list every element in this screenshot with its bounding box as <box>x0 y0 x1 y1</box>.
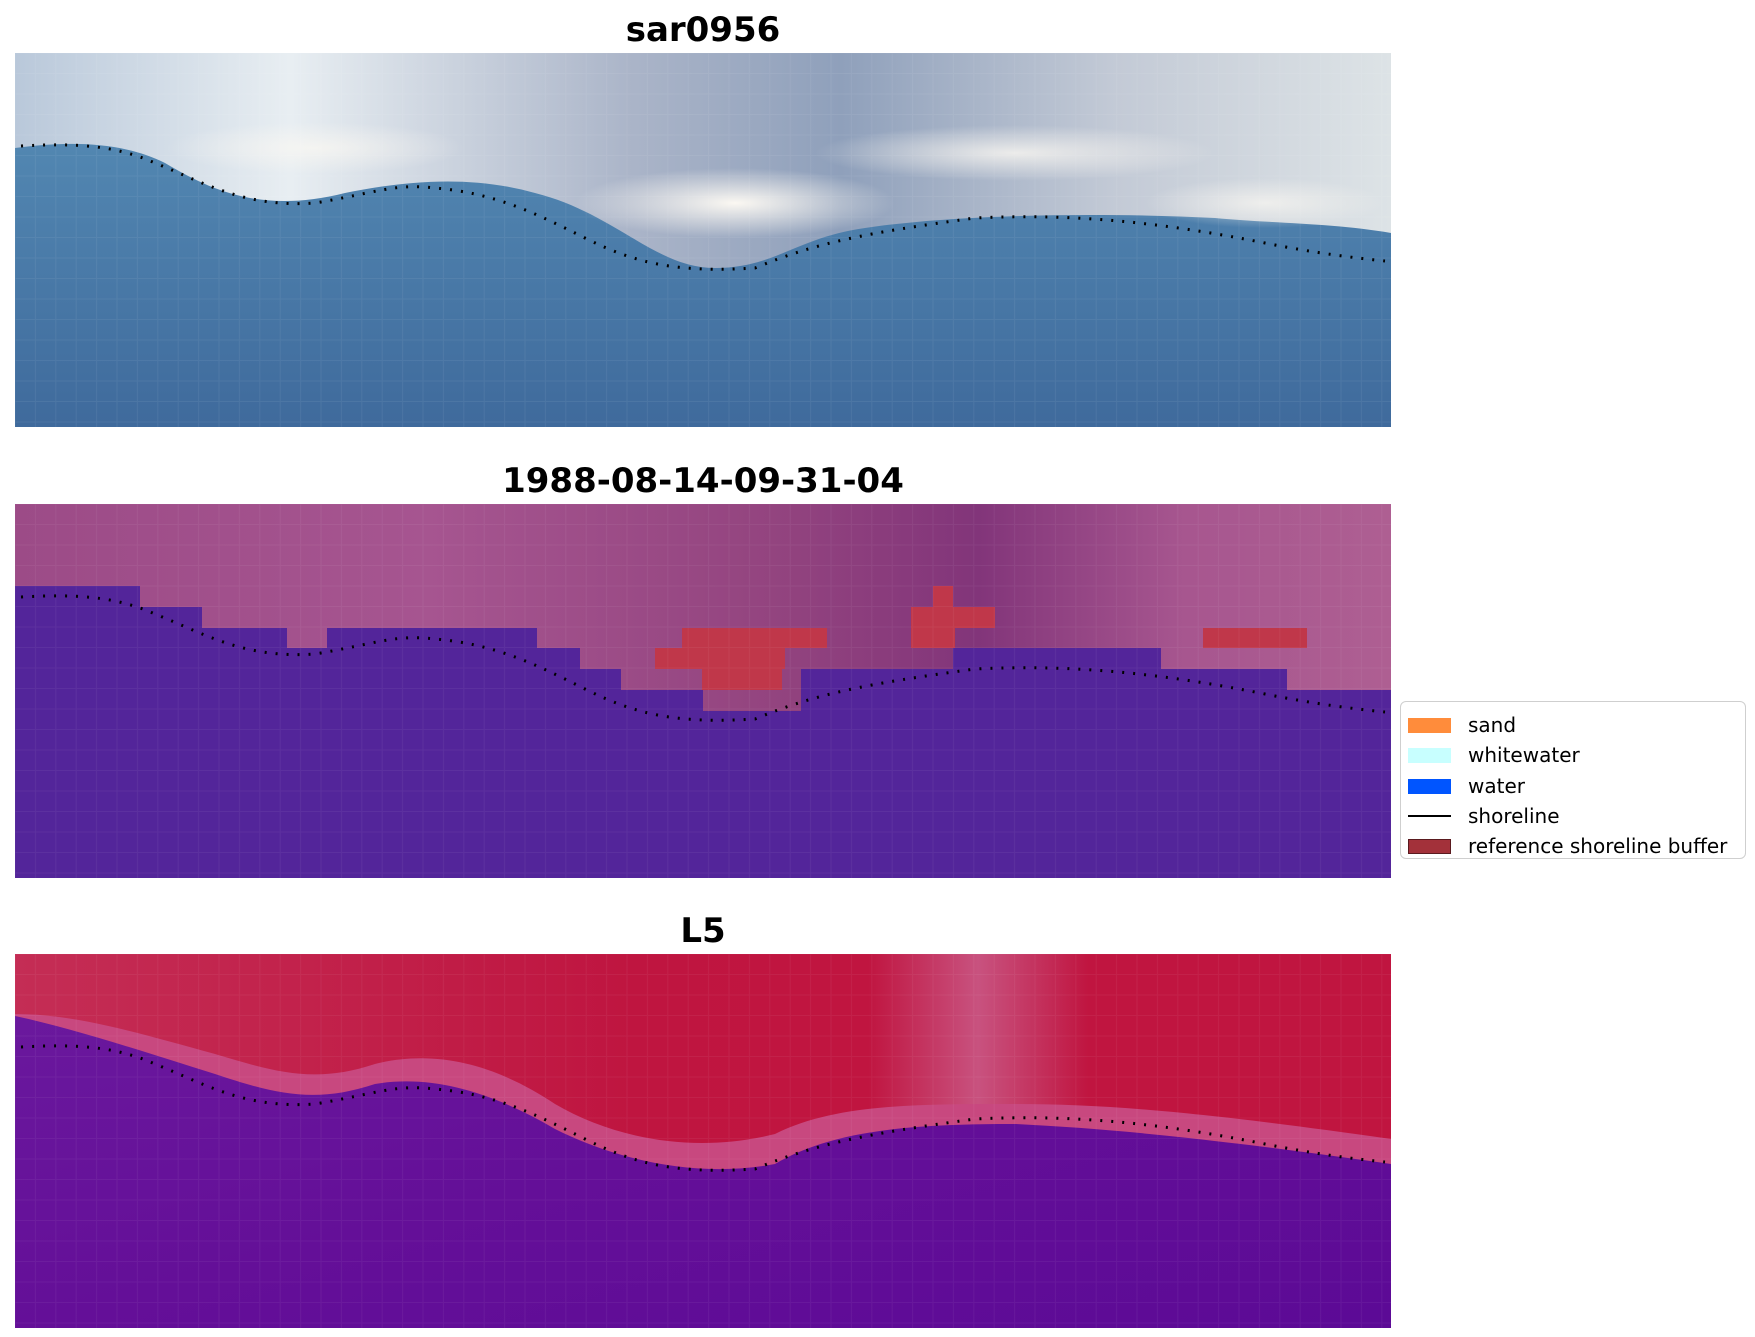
legend-swatch-buffer <box>1408 838 1451 854</box>
legend-swatch-shoreline <box>1408 815 1451 817</box>
legend-label-water: water <box>1468 774 1525 798</box>
legend-item-whitewater: whitewater <box>1408 740 1580 770</box>
panel-title-sar: sar0956 <box>625 10 781 50</box>
legend: sand whitewater water shoreline referenc… <box>1400 701 1746 859</box>
legend-label-sand: sand <box>1468 713 1517 737</box>
legend-label-whitewater: whitewater <box>1468 743 1580 767</box>
panel-title-sensor: L5 <box>680 911 726 951</box>
legend-item-buffer: reference shoreline buffer <box>1408 831 1727 861</box>
image-panel-sar <box>15 53 1391 427</box>
panel-title-date: 1988-08-14-09-31-04 <box>502 461 904 501</box>
legend-item-shoreline: shoreline <box>1408 801 1560 831</box>
image-panel-classified <box>15 504 1391 878</box>
legend-swatch-sand <box>1408 717 1451 733</box>
legend-label-buffer: reference shoreline buffer <box>1468 834 1728 858</box>
legend-swatch-water <box>1408 778 1451 794</box>
legend-swatch-whitewater <box>1408 747 1451 763</box>
image-panel-index <box>15 954 1391 1328</box>
legend-item-sand: sand <box>1408 710 1516 740</box>
legend-label-shoreline: shoreline <box>1468 804 1560 828</box>
legend-item-water: water <box>1408 771 1525 801</box>
